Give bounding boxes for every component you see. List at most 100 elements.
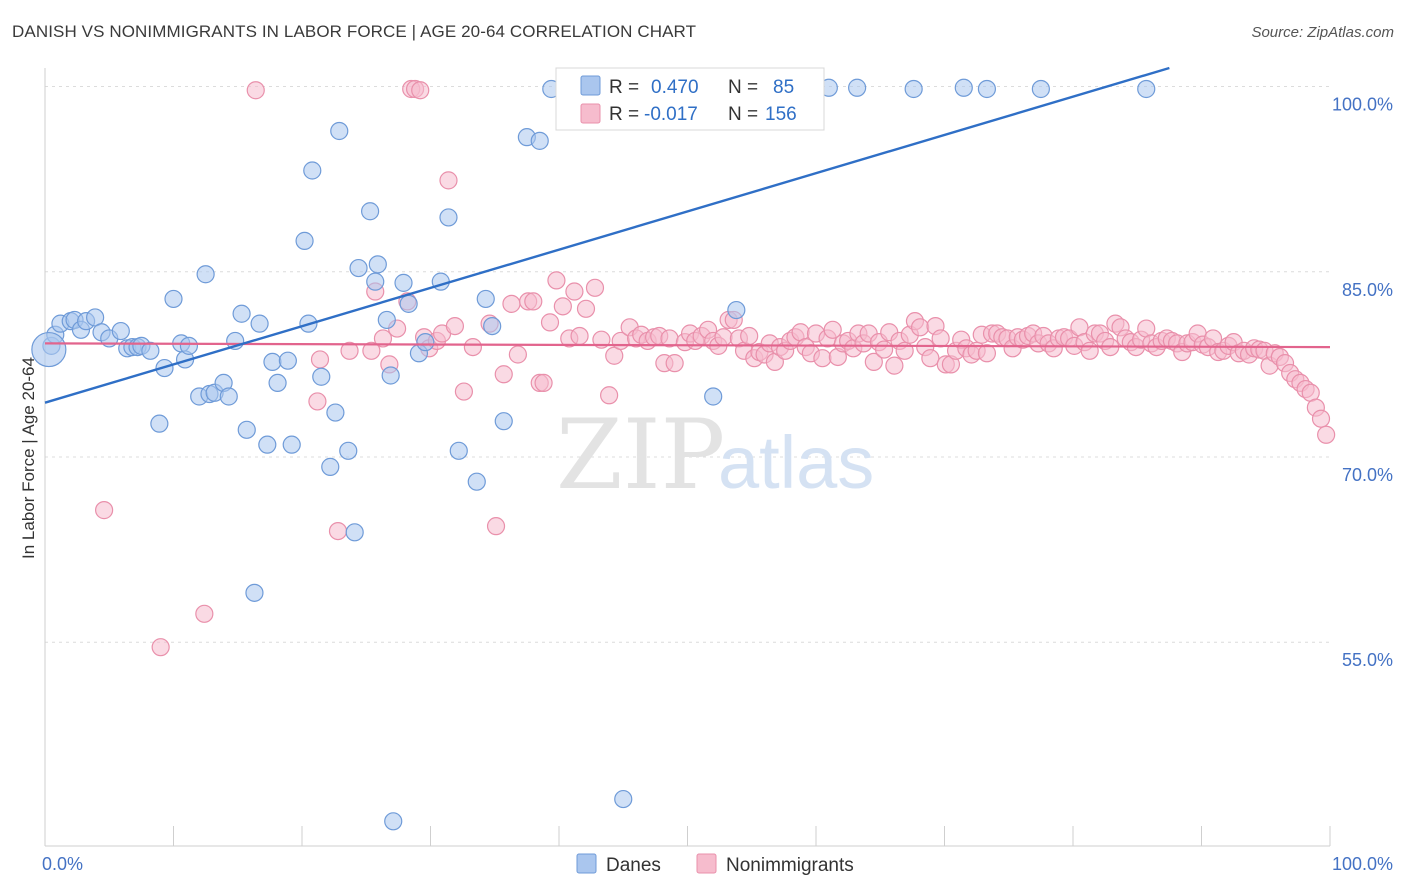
danes-point-large	[31, 331, 67, 368]
danes-point	[232, 304, 251, 323]
nonimmigrants-point	[486, 517, 506, 536]
danes-point	[366, 272, 385, 291]
danes-point	[326, 403, 345, 422]
nonimmigrants-point	[665, 354, 684, 373]
danes-point	[245, 583, 264, 602]
series-legend: Danes Nonimmigrants	[576, 853, 854, 876]
legend-nonimmigrants-label: Nonimmigrants	[726, 855, 854, 876]
danes-point	[449, 441, 468, 460]
nonimmigrants-point	[600, 386, 619, 405]
nonimmigrants-point	[463, 337, 483, 357]
danes-point	[394, 273, 413, 292]
nonimmigrants-point	[1317, 425, 1336, 444]
stats-legend-box	[555, 67, 825, 131]
danes-point	[111, 321, 130, 341]
danes-point	[150, 414, 169, 433]
danes-point	[345, 523, 364, 542]
nonimmigrants-point	[308, 392, 327, 411]
danes-point	[377, 310, 396, 330]
nonimmigrants-point	[454, 382, 474, 401]
nonimmigrants-points	[95, 79, 1336, 657]
chart-title: DANISH VS NONIMMIGRANTS IN LABOR FORCE |…	[12, 22, 697, 41]
danes-point	[614, 789, 633, 809]
danes-trend-line	[44, 66, 1170, 404]
source-label: Source: ZipAtlas.com	[1251, 24, 1394, 41]
legend-danes-swatch	[576, 853, 597, 874]
danes-n-label: N =	[728, 77, 758, 98]
trend-lines	[44, 66, 1331, 404]
nonimmigrants-point	[540, 313, 560, 332]
nonimmigrants-point	[585, 278, 605, 297]
danes-point	[258, 435, 277, 454]
danes-point	[196, 265, 215, 284]
danes-point	[483, 316, 502, 336]
danes-point	[727, 300, 746, 320]
nonimmigrants-point	[195, 604, 214, 623]
danes-n-value: 85	[773, 77, 794, 98]
nonimmigrants-r-label: R =	[609, 104, 639, 125]
nonimmigrants-point	[502, 294, 521, 313]
watermark: ZIP atlas	[556, 399, 874, 511]
danes-point	[164, 289, 183, 309]
y-tick-labels: 100.0% 85.0% 70.0% 55.0%	[1332, 95, 1393, 671]
axes	[44, 68, 1331, 847]
nonimmigrants-point	[373, 329, 393, 348]
nonimmigrants-point	[328, 521, 348, 541]
nonimmigrants-point	[1311, 409, 1331, 428]
nonimmigrants-point	[246, 81, 265, 100]
danes-point	[330, 121, 349, 141]
danes-r-value: 0.470	[651, 77, 699, 98]
danes-point	[384, 812, 403, 831]
nonimmigrants-point	[931, 329, 950, 348]
danes-point	[349, 258, 368, 278]
y-tick-label: 70.0%	[1342, 465, 1393, 485]
grid	[45, 86, 1330, 643]
nonimmigrants-point	[524, 292, 543, 311]
nonimmigrants-trend-line	[44, 342, 1331, 349]
danes-point	[954, 78, 973, 97]
danes-point	[268, 373, 287, 393]
nonimmigrants-point	[864, 352, 883, 372]
danes-point	[530, 131, 549, 150]
danes-point	[263, 352, 282, 372]
y-tick-label: 55.0%	[1342, 650, 1393, 670]
nonimmigrants-point	[439, 171, 458, 190]
nonimmigrants-point	[547, 271, 566, 290]
danes-swatch	[580, 75, 601, 96]
danes-point	[237, 420, 256, 439]
nonimmigrants-point	[977, 344, 997, 363]
nonimmigrants-point	[411, 81, 430, 100]
danes-point	[321, 457, 340, 476]
nonimmigrants-point	[95, 501, 114, 520]
danes-point	[303, 161, 322, 180]
legend-nonimmigrants-swatch	[696, 853, 717, 874]
nonimmigrants-point	[445, 316, 465, 336]
nonimmigrants-point	[885, 356, 904, 375]
danes-r-label: R =	[609, 77, 639, 98]
y-tick-label: 85.0%	[1342, 280, 1393, 300]
x-tick-labels: 0.0% 100.0%	[42, 854, 1393, 874]
y-axis-title: In Labor Force | Age 20-64	[19, 357, 38, 559]
danes-point	[977, 79, 997, 99]
watermark-zip: ZIP	[556, 399, 725, 511]
danes-point	[494, 412, 513, 431]
nonimmigrants-point	[1080, 341, 1099, 360]
danes-point	[381, 366, 400, 385]
danes-point	[278, 351, 297, 370]
danes-point	[704, 387, 723, 406]
nonimmigrants-point	[508, 345, 527, 364]
nonimmigrants-point	[576, 299, 596, 318]
nonimmigrants-point	[910, 318, 930, 337]
danes-point	[476, 289, 495, 309]
nonimmigrants-swatch	[580, 103, 601, 124]
nonimmigrants-point	[340, 341, 359, 360]
danes-point	[1137, 79, 1156, 99]
nonimmigrants-r-value: -0.017	[644, 104, 698, 125]
nonimmigrants-point	[151, 638, 170, 657]
nonimmigrants-n-value: 156	[765, 104, 797, 125]
x-tick-label: 0.0%	[42, 854, 83, 874]
danes-point	[467, 472, 486, 491]
danes-point	[219, 387, 238, 406]
danes-point	[439, 208, 458, 227]
